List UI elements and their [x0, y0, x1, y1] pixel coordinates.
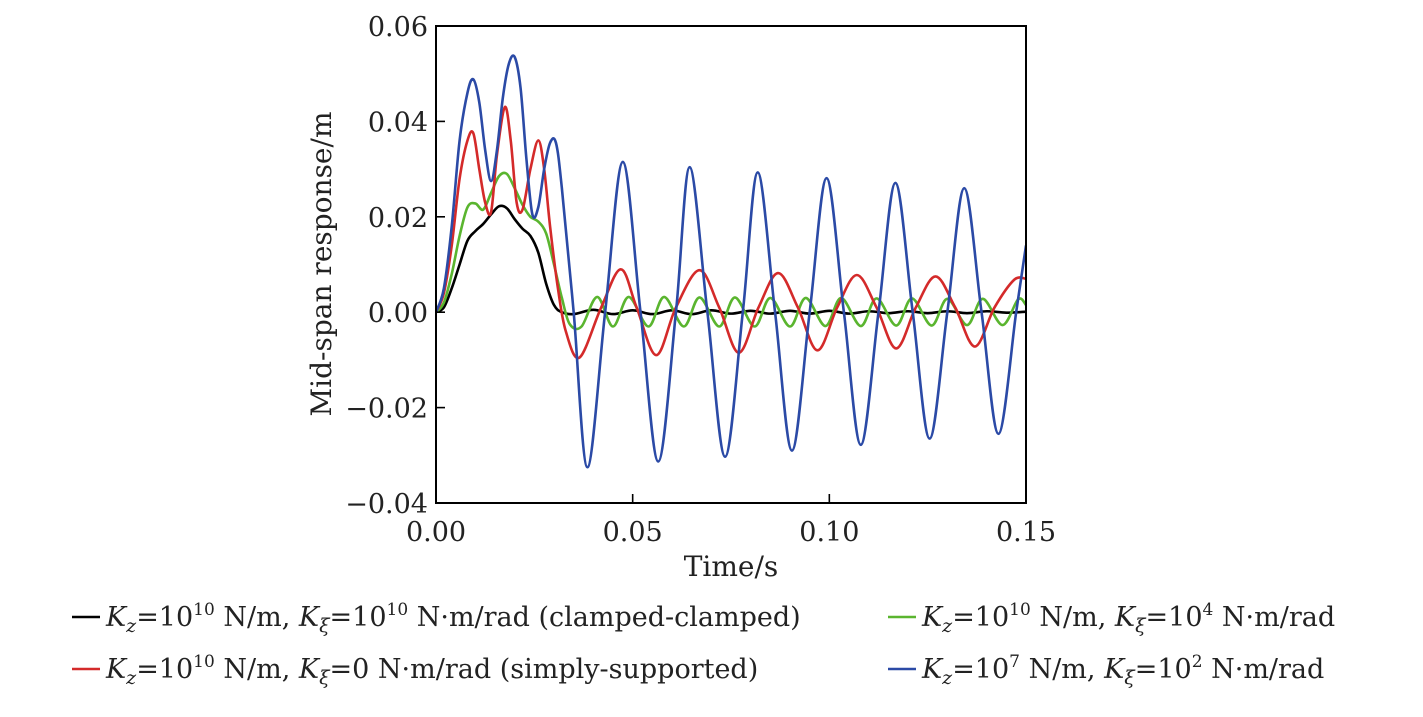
x-tick-label: 0.05: [603, 517, 663, 548]
legend-label: Kz=1010 N/m, Kξ=104 N·m/rad: [921, 600, 1335, 637]
series-line-3: [436, 105, 1026, 360]
x-tick-label: 0.15: [996, 517, 1056, 548]
x-axis-title: Time/s: [684, 550, 779, 583]
legend-item-1: Kz=1010 N/m, Kξ=1010 N·m/rad (clamped-cl…: [72, 600, 801, 637]
y-tick-label: −0.02: [345, 394, 428, 425]
legend-item-2: Kz=1010 N/m, Kξ=104 N·m/rad: [888, 600, 1335, 637]
y-tick-label: 0.06: [368, 12, 428, 43]
x-tick-label: 0.00: [406, 517, 466, 548]
legend-label: Kz=1010 N/m, Kξ=1010 N·m/rad (clamped-cl…: [105, 600, 801, 637]
series-line-4: [436, 54, 1026, 469]
y-axis-title: Mid-span response/m: [305, 112, 338, 417]
legend: Kz=1010 N/m, Kξ=1010 N·m/rad (clamped-cl…: [72, 600, 1335, 689]
y-tick-label: 0.00: [368, 298, 428, 329]
legend-item-3: Kz=1010 N/m, Kξ=0 N·m/rad (simply-suppor…: [72, 652, 758, 689]
y-tick-label: 0.04: [368, 107, 428, 138]
y-tick-label: −0.04: [345, 489, 428, 520]
series-layer: [436, 54, 1026, 469]
plot-frame: [435, 25, 1027, 504]
y-tick-label: 0.02: [368, 203, 428, 234]
legend-label: Kz=107 N/m, Kξ=102 N·m/rad: [921, 652, 1324, 689]
legend-item-4: Kz=107 N/m, Kξ=102 N·m/rad: [888, 652, 1324, 689]
ticks-layer: 0.00 0.05 0.10 0.15 −0.04 −0.02 0.00 0.02 0.04 0.…: [345, 12, 1056, 548]
legend-label: Kz=1010 N/m, Kξ=0 N·m/rad (simply-suppor…: [105, 652, 758, 689]
x-tick-label: 0.10: [799, 517, 859, 548]
series-line-1: [436, 204, 1026, 316]
